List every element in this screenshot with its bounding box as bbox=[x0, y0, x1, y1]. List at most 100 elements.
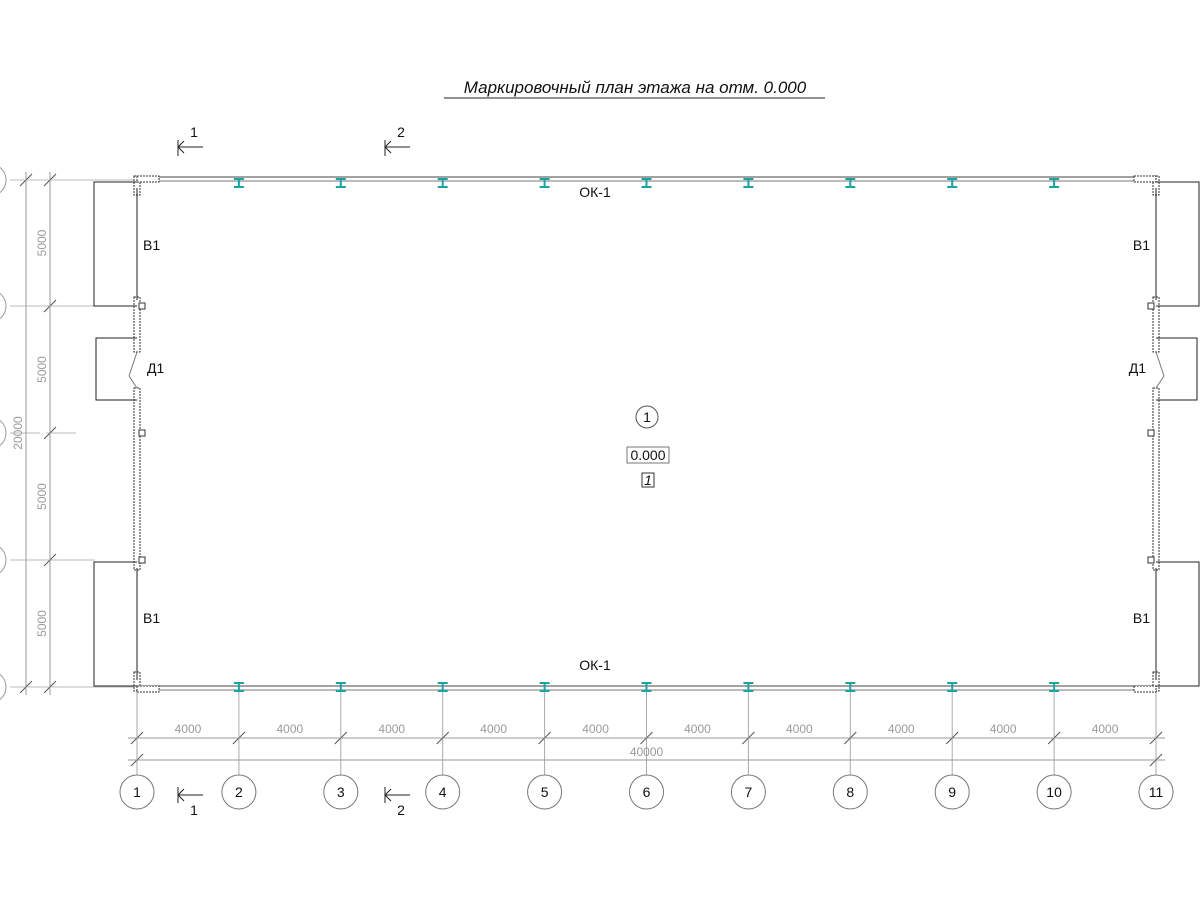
dim-span-x: 4000 bbox=[175, 722, 202, 736]
axis-bubble bbox=[934, 774, 970, 810]
axis-bubble-y bbox=[0, 419, 7, 447]
dim-span-y: 5000 bbox=[35, 610, 49, 637]
dim-span-y: 5000 bbox=[35, 483, 49, 510]
window-label: В1 bbox=[143, 237, 160, 253]
axis-label: 4 bbox=[439, 784, 447, 800]
column-i-beam-icon bbox=[1049, 682, 1060, 692]
axis-label: 11 bbox=[1149, 784, 1164, 800]
section-label-top: 1 bbox=[190, 124, 198, 140]
column-i-beam-icon bbox=[335, 178, 346, 188]
section-marker-top bbox=[384, 140, 410, 156]
axis-bubble bbox=[221, 774, 257, 810]
dim-span-x: 4000 bbox=[684, 722, 711, 736]
column-square bbox=[1147, 429, 1155, 437]
axis-bubble bbox=[1138, 774, 1174, 810]
column-i-beam-icon bbox=[233, 178, 244, 188]
dim-span-x: 4000 bbox=[990, 722, 1017, 736]
axis-label: 5 bbox=[541, 784, 549, 800]
column-i-beam-icon bbox=[743, 682, 754, 692]
dim-span-x: 4000 bbox=[888, 722, 915, 736]
axis-label: 7 bbox=[745, 784, 753, 800]
section-marker-bottom bbox=[384, 787, 410, 803]
column-i-beam-icon bbox=[947, 178, 958, 188]
column-i-beam-icon bbox=[845, 682, 856, 692]
plan-title: Маркировочный план этажа на отм. 0.000 bbox=[464, 78, 807, 97]
wall-hatched bbox=[1152, 387, 1160, 571]
column-i-beam-icon bbox=[1049, 178, 1060, 188]
door-label: Д1 bbox=[147, 360, 164, 376]
door-leaf bbox=[1155, 351, 1165, 377]
door-frame bbox=[1156, 337, 1198, 401]
section-marker-top bbox=[177, 140, 203, 156]
dim-total-y: 20000 bbox=[11, 416, 25, 450]
column-i-beam-icon bbox=[743, 178, 754, 188]
window-frame bbox=[93, 181, 137, 307]
axis-bubble bbox=[119, 774, 155, 810]
door-frame bbox=[95, 337, 137, 401]
room-tag: 1 bbox=[644, 472, 652, 488]
level-box bbox=[626, 446, 670, 464]
column-square bbox=[138, 302, 146, 310]
room-tag-box bbox=[641, 472, 655, 488]
section-label-top: 2 bbox=[397, 124, 405, 140]
corner-wall bbox=[136, 685, 160, 693]
dim-total-x: 40000 bbox=[630, 745, 664, 759]
axis-bubble-y bbox=[0, 166, 7, 194]
column-i-beam-icon bbox=[641, 178, 652, 188]
axis-label: 10 bbox=[1046, 784, 1062, 800]
column-i-beam-icon bbox=[947, 682, 958, 692]
corner-wall bbox=[1133, 685, 1157, 693]
axis-label: 2 bbox=[235, 784, 243, 800]
door-leaf bbox=[128, 375, 138, 389]
section-label-bottom: 1 bbox=[190, 802, 198, 818]
axis-bubble bbox=[323, 774, 359, 810]
wall-hatched bbox=[133, 387, 141, 571]
axis-label: 8 bbox=[846, 784, 854, 800]
axis-bubble bbox=[832, 774, 868, 810]
column-i-beam-icon bbox=[539, 178, 550, 188]
column-i-beam-icon bbox=[641, 682, 652, 692]
glazing-label-bottom: ОК-1 bbox=[579, 657, 611, 673]
window-label: В1 bbox=[1133, 237, 1150, 253]
section-label-bottom: 2 bbox=[397, 802, 405, 818]
corner-wall bbox=[1133, 175, 1157, 183]
dim-span-x: 4000 bbox=[276, 722, 303, 736]
room-number: 1 bbox=[643, 409, 651, 425]
window-frame bbox=[1156, 561, 1200, 687]
axis-bubble bbox=[629, 774, 664, 810]
dim-span-x: 4000 bbox=[582, 722, 609, 736]
window-label: В1 bbox=[1133, 610, 1150, 626]
axis-label: 3 bbox=[337, 784, 345, 800]
axis-bubble bbox=[527, 774, 563, 810]
column-square bbox=[1147, 302, 1155, 310]
axis-label: 6 bbox=[643, 784, 651, 800]
column-square bbox=[138, 556, 146, 564]
dim-span-x: 4000 bbox=[480, 722, 507, 736]
column-i-beam-icon bbox=[845, 178, 856, 188]
corner-wall bbox=[136, 175, 160, 183]
axis-label: 9 bbox=[948, 784, 956, 800]
axis-bubble bbox=[730, 774, 766, 810]
axis-label: 1 bbox=[133, 784, 141, 800]
door-leaf bbox=[128, 351, 138, 377]
dim-span-x: 4000 bbox=[1092, 722, 1119, 736]
column-i-beam-icon bbox=[335, 682, 346, 692]
column-square bbox=[138, 429, 146, 437]
section-marker-bottom bbox=[177, 787, 203, 803]
column-square bbox=[1147, 556, 1155, 564]
axis-bubble-y bbox=[0, 292, 7, 320]
window-frame bbox=[93, 561, 137, 687]
door-label: Д1 bbox=[1129, 360, 1146, 376]
axis-bubble-y bbox=[0, 546, 7, 574]
column-i-beam-icon bbox=[437, 178, 448, 188]
glazing-label-top: ОК-1 bbox=[579, 184, 611, 200]
column-i-beam-icon bbox=[437, 682, 448, 692]
room-number-circle bbox=[635, 405, 659, 429]
window-label: В1 bbox=[143, 610, 160, 626]
column-i-beam-icon bbox=[539, 682, 550, 692]
axis-bubble-y bbox=[0, 673, 7, 701]
dim-span-y: 5000 bbox=[35, 356, 49, 383]
dim-span-y: 5000 bbox=[35, 229, 49, 256]
window-frame bbox=[1156, 181, 1200, 307]
